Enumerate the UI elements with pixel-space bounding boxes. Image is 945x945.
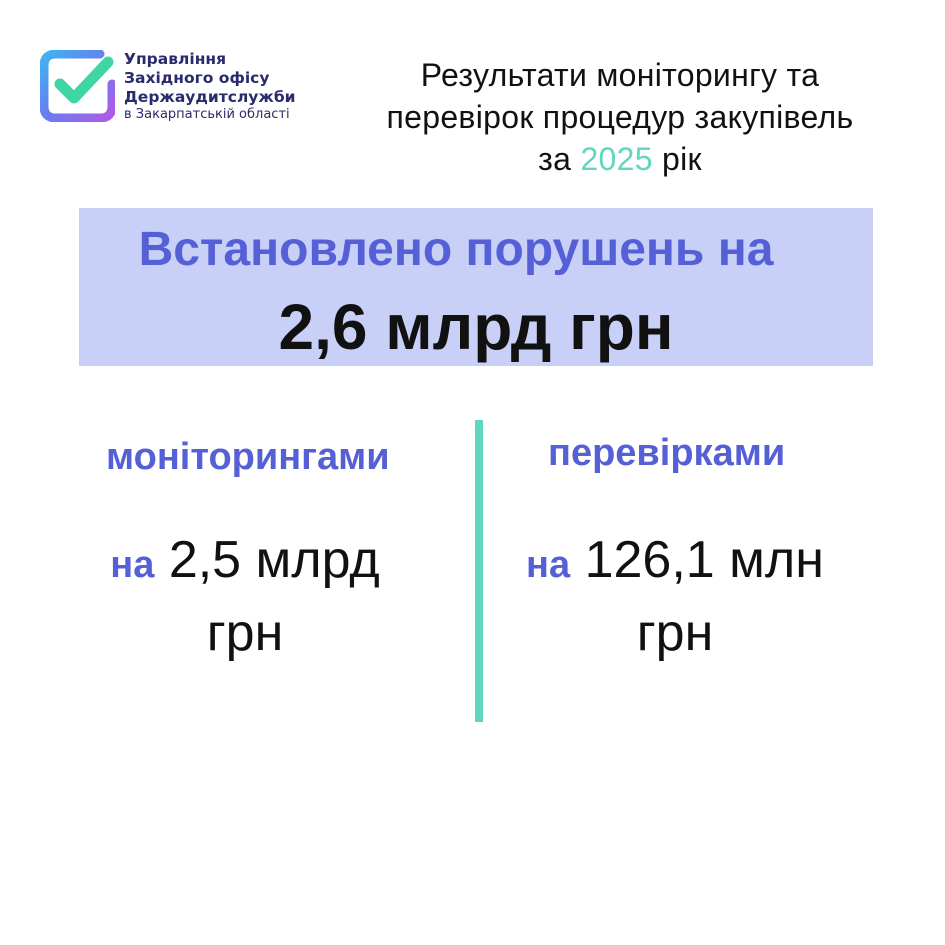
column-divider xyxy=(475,420,483,722)
title-line-3: за 2025 рік xyxy=(320,138,920,180)
monitoring-label: моніторингами xyxy=(106,436,390,478)
org-line-4: в Закарпатській області xyxy=(124,107,290,122)
org-line-2: Західного офісу xyxy=(124,69,270,87)
monitoring-value: на 2,5 млрд грн xyxy=(60,526,430,667)
audits-value: на 126,1 млн грн xyxy=(505,526,845,667)
banner-total: 2,6 млрд грн xyxy=(278,291,674,363)
banner-heading: Встановлено порушень на xyxy=(138,223,774,276)
audits-amount: 126,1 млн xyxy=(584,531,824,589)
org-line-3: Держаудитслужби xyxy=(124,88,296,106)
audits-label: перевірками xyxy=(548,432,786,474)
title-line-1: Результати моніторингу та xyxy=(420,57,820,93)
organization-name: Управління Західного офісу Держаудитслуж… xyxy=(124,50,296,123)
page-title: Результати моніторингу та перевірок проц… xyxy=(320,54,920,180)
title-line-2: перевірок процедур закупівель xyxy=(386,99,854,135)
org-line-1: Управління xyxy=(124,50,227,68)
monitoring-unit: грн xyxy=(206,604,284,662)
total-violations-banner: Встановлено порушень на 2,6 млрд грн xyxy=(79,208,873,366)
audits-unit: грн xyxy=(636,604,714,662)
title-year: 2025 xyxy=(580,141,653,177)
monitoring-amount: 2,5 млрд xyxy=(168,531,380,589)
title-suffix: рік xyxy=(662,141,702,177)
logo-checkmark-icon xyxy=(40,50,115,122)
audits-prefix: на xyxy=(526,544,571,586)
title-prefix: за xyxy=(538,141,572,177)
monitoring-prefix: на xyxy=(110,544,155,586)
